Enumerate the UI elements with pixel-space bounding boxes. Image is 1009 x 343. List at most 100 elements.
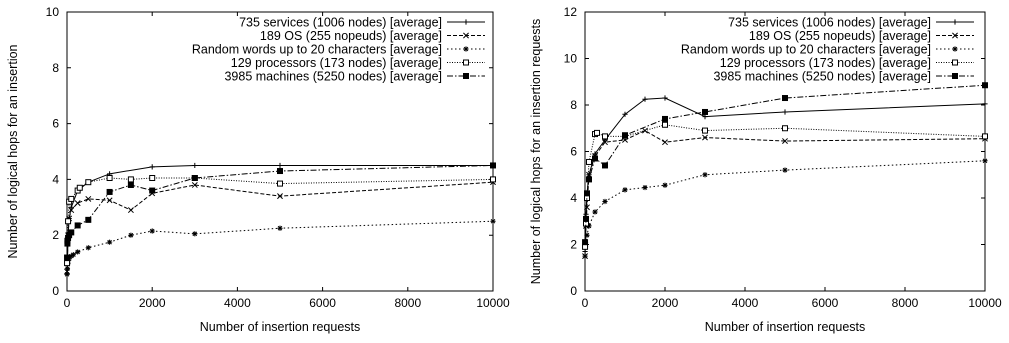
plus-marker	[277, 162, 283, 169]
series-4	[64, 175, 496, 267]
filled-square-marker	[191, 175, 198, 182]
x-marker	[782, 138, 788, 144]
plus-marker	[782, 109, 788, 115]
x-tick-label: 8000	[394, 296, 421, 310]
x-tick-label: 4000	[224, 296, 251, 310]
x-axis-label: Number of insertion requests	[200, 320, 361, 334]
star-marker	[702, 172, 708, 178]
star-marker	[64, 266, 71, 272]
open-square-marker	[277, 180, 283, 187]
plus-marker	[149, 164, 155, 170]
y-tick-label: 12	[564, 5, 578, 19]
open-square-marker	[149, 175, 156, 182]
star-marker	[107, 239, 113, 245]
series-line	[584, 160, 986, 257]
filled-square-marker	[74, 222, 81, 229]
filled-square-marker	[583, 215, 589, 222]
star-marker	[642, 184, 648, 191]
star-marker	[64, 271, 70, 277]
legend: 735 services (1006 nodes) [average]189 O…	[681, 16, 974, 84]
filled-square-marker	[584, 190, 590, 197]
star-marker	[582, 253, 588, 259]
plus-marker	[662, 95, 668, 101]
star-marker	[490, 218, 496, 224]
star-marker	[463, 46, 469, 52]
y-tick-label: 2	[570, 238, 577, 252]
y-tick-label: 0	[52, 284, 59, 298]
star-marker	[592, 209, 598, 215]
filled-square-marker	[622, 132, 628, 139]
star-marker	[622, 187, 628, 193]
star-marker	[192, 231, 198, 237]
open-square-marker	[76, 184, 83, 191]
x-tick-label: 8000	[892, 296, 919, 310]
x-marker	[85, 195, 92, 202]
y-tick-label: 2	[52, 228, 59, 242]
star-marker	[982, 158, 988, 164]
y-tick-label: 0	[570, 284, 577, 298]
star-marker	[75, 249, 81, 255]
x-marker	[602, 139, 608, 146]
plus-marker	[622, 111, 628, 117]
star-marker	[952, 46, 958, 52]
legend-entry-label: 129 processors (173 nodes) [average]	[231, 56, 442, 70]
filled-square-marker	[490, 162, 496, 169]
y-tick-label: 6	[570, 145, 577, 159]
series-line	[584, 124, 986, 247]
star-marker	[782, 167, 788, 173]
filled-square-marker	[64, 254, 71, 261]
legend-entry-label: Random words up to 20 characters [averag…	[192, 43, 442, 57]
legend-entry-label: 189 OS (255 nopeuds) [average]	[749, 29, 931, 43]
plus-marker	[952, 19, 958, 25]
open-square-marker	[662, 121, 668, 128]
open-square-marker	[782, 125, 788, 132]
series-1	[582, 95, 988, 255]
filled-square-marker	[702, 108, 708, 115]
filled-square-marker	[662, 115, 668, 122]
legend: 735 services (1006 nodes) [average]189 O…	[192, 16, 485, 84]
x-marker	[463, 32, 469, 39]
star-marker	[68, 253, 74, 259]
legend-entry-label: 129 processors (173 nodes) [average]	[720, 56, 931, 70]
series-3	[64, 218, 496, 277]
filled-square-marker	[106, 188, 113, 195]
x-marker	[127, 207, 134, 214]
open-square-marker	[490, 176, 496, 183]
filled-square-marker	[463, 73, 469, 79]
filled-square-marker	[85, 216, 92, 223]
open-square-marker	[85, 179, 92, 186]
y-tick-label: 8	[570, 98, 577, 112]
open-square-marker	[127, 176, 134, 183]
plus-marker	[192, 162, 198, 169]
y-tick-label: 4	[52, 172, 59, 186]
open-square-marker	[702, 127, 708, 134]
x-marker	[952, 32, 958, 39]
chart-panel-1: 0 2000 4000 6000 8000 10000 0 2 4 6 8 10 Number of i…	[6, 5, 510, 334]
plus-marker	[982, 101, 988, 107]
chart-panel-2: 0 2000 4000 6000 8000 10000 0 2 4 6 8 10 12 Number of…	[529, 5, 1002, 334]
filled-square-marker	[782, 95, 788, 102]
open-square-marker	[602, 133, 608, 140]
filled-square-marker	[592, 155, 598, 162]
series-5	[64, 162, 496, 261]
open-square-marker	[68, 195, 75, 202]
plus-marker	[642, 96, 648, 102]
x-tick-label: 2000	[139, 296, 166, 310]
series-line	[66, 220, 494, 275]
legend-entry-label: 735 services (1006 nodes) [average]	[239, 16, 442, 30]
filled-square-marker	[127, 181, 134, 188]
series-line	[66, 177, 494, 264]
star-marker	[85, 245, 91, 251]
open-square-marker	[64, 260, 71, 267]
star-marker	[602, 198, 608, 205]
series-3	[582, 158, 988, 259]
x-marker	[106, 197, 113, 204]
legend-entry-label: 3985 machines (5250 nodes) [average]	[713, 70, 931, 84]
open-square-marker	[586, 158, 592, 165]
legend-entry-label: 189 OS (255 nopeuds) [average]	[260, 29, 442, 43]
open-square-marker	[982, 133, 988, 140]
x-tick-label: 6000	[812, 296, 839, 310]
y-tick-label: 6	[52, 117, 59, 131]
legend-entry-label: 3985 machines (5250 nodes) [average]	[224, 70, 442, 84]
